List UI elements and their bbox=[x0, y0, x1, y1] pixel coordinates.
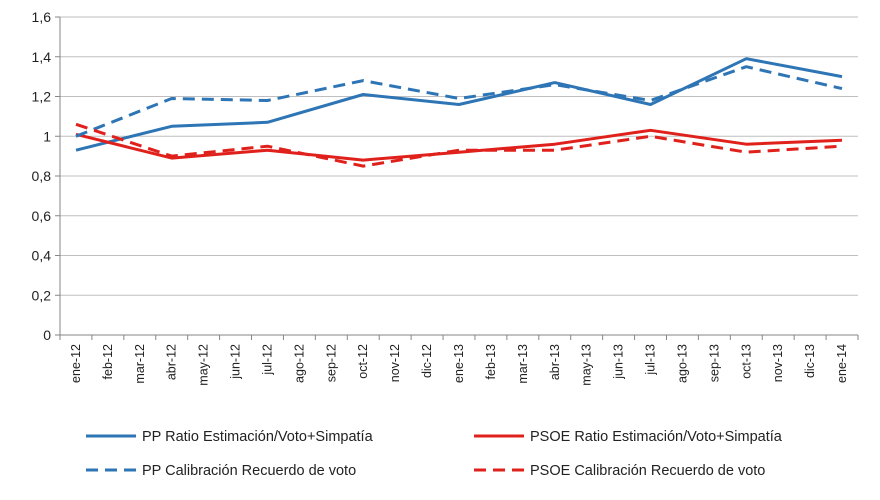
y-tick-label: 0 bbox=[43, 327, 51, 343]
x-tick-label: may-12 bbox=[197, 344, 211, 386]
y-axis-ticks: 0 0,2 0,4 0,6 0,8 1 1,2 1,4 1,6 bbox=[32, 9, 52, 343]
x-tick-label: feb-12 bbox=[101, 344, 115, 379]
x-tick-label: jul-13 bbox=[644, 344, 658, 376]
x-tick-label: ago-13 bbox=[675, 344, 689, 383]
x-tick-label: nov-13 bbox=[771, 344, 785, 382]
x-tick-label: ene-13 bbox=[452, 344, 466, 383]
x-tick-label: nov-12 bbox=[388, 344, 402, 382]
series-line-1 bbox=[75, 57, 843, 152]
x-tick-label: ago-12 bbox=[292, 344, 306, 383]
y-tick-label: 0,4 bbox=[32, 248, 52, 264]
legend-label-4: PSOE Calibración Recuerdo de voto bbox=[530, 463, 765, 479]
y-tick-label: 0,2 bbox=[32, 287, 52, 303]
x-tick-label: mar-12 bbox=[133, 344, 147, 384]
y-tick-label: 0,8 bbox=[32, 168, 52, 184]
axes bbox=[55, 16, 859, 340]
x-tick-label: oct-13 bbox=[739, 344, 753, 379]
y-tick-label: 1,2 bbox=[32, 89, 52, 105]
x-tick-label: ene-14 bbox=[835, 344, 849, 383]
x-tick-label: jun-13 bbox=[612, 344, 626, 380]
x-tick-label: abr-13 bbox=[548, 344, 562, 380]
x-tick-label: dic-12 bbox=[420, 344, 434, 378]
x-tick-label: sep-12 bbox=[324, 344, 338, 382]
x-tick-label: dic-13 bbox=[803, 344, 817, 378]
legend-label-2: PSOE Ratio Estimación/Voto+Simpatía bbox=[530, 429, 783, 445]
x-axis-ticks: ene-12 feb-12 mar-12 abr-12 may-12 jun-12 jul-… bbox=[69, 344, 849, 386]
x-tick-label: sep-13 bbox=[707, 344, 721, 382]
legend: PP Ratio Estimación/Voto+Simpatía PSOE Ra… bbox=[86, 429, 783, 479]
x-tick-label: jul-12 bbox=[260, 344, 274, 376]
series-lines bbox=[75, 57, 843, 168]
y-tick-label: 1,6 bbox=[32, 9, 52, 25]
legend-label-1: PP Ratio Estimación/Voto+Simpatía bbox=[142, 429, 374, 445]
legend-label-3: PP Calibración Recuerdo de voto bbox=[142, 463, 356, 479]
x-tick-label: feb-13 bbox=[484, 344, 498, 379]
x-tick-label: oct-12 bbox=[356, 344, 370, 379]
y-tick-label: 1 bbox=[43, 128, 51, 144]
x-tick-label: may-13 bbox=[580, 344, 594, 386]
x-tick-label: ene-12 bbox=[69, 344, 83, 383]
series-line-4 bbox=[75, 122, 843, 168]
y-tick-label: 0,6 bbox=[32, 208, 52, 224]
grid-lines bbox=[60, 16, 858, 336]
series-line-2 bbox=[75, 128, 843, 162]
y-tick-label: 1,4 bbox=[32, 49, 52, 65]
x-tick-label: abr-12 bbox=[165, 344, 179, 380]
series-line-3 bbox=[75, 65, 843, 138]
x-tick-label: mar-13 bbox=[516, 344, 530, 384]
x-tick-label: jun-12 bbox=[229, 344, 243, 380]
